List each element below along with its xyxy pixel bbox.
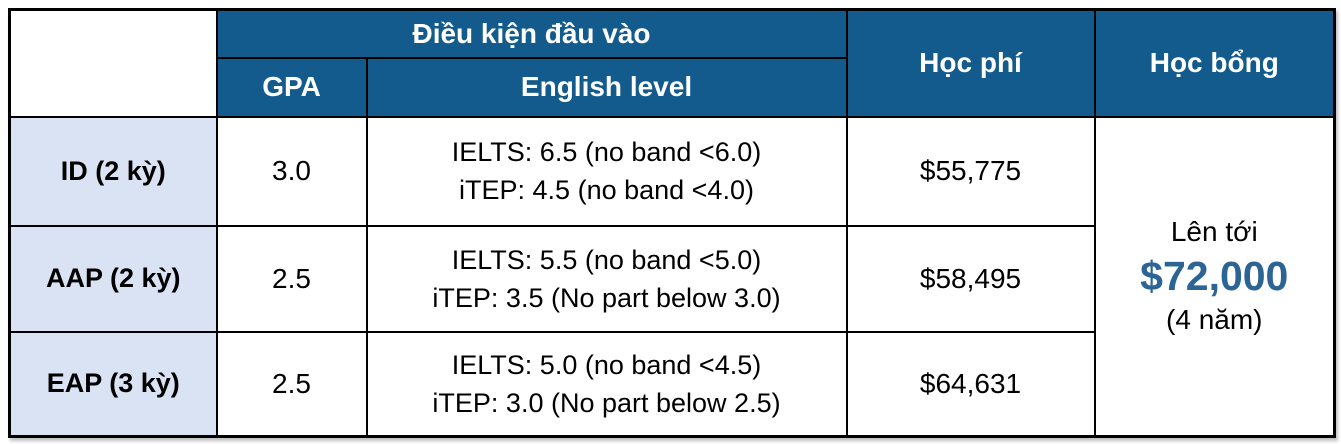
english-level-header: English level: [365, 56, 848, 118]
entry-conditions-header: Điều kiện đầu vào: [215, 8, 848, 59]
tuition-header: Học phí: [845, 8, 1096, 118]
english-level-cell: IELTS: 5.5 (no band <5.0) iTEP: 3.5 (No …: [365, 224, 848, 333]
english-level-cell: IELTS: 6.5 (no band <6.0) iTEP: 4.5 (no …: [365, 115, 848, 227]
admissions-table: Điều kiện đầu vào Học phí Học bổng GPA E…: [8, 8, 1337, 438]
gpa-header: GPA: [215, 56, 368, 118]
table-row-aap: AAP (2 kỳ) 2.5 IELTS: 5.5 (no band <5.0)…: [8, 224, 1335, 333]
program-cell: ID (2 kỳ): [8, 115, 218, 227]
gpa-cell: 2.5: [215, 224, 368, 333]
corner-empty-cell: [8, 8, 218, 118]
scholarship-header: Học bổng: [1093, 8, 1336, 118]
itep-requirement: iTEP: 3.5 (No part below 3.0): [432, 282, 781, 313]
tuition-cell: $64,631: [845, 330, 1096, 438]
header-row-1: Điều kiện đầu vào Học phí Học bổng: [8, 8, 1336, 118]
ielts-requirement: IELTS: 5.0 (no band <4.5): [451, 349, 762, 380]
gpa-cell: 2.5: [215, 330, 368, 438]
english-level-cell: IELTS: 5.0 (no band <4.5) iTEP: 3.0 (No …: [365, 330, 848, 438]
table-row-id: ID (2 kỳ) 3.0 IELTS: 6.5 (no band <6.0) …: [8, 115, 1336, 438]
scholarship-duration: (4 năm): [1166, 304, 1263, 336]
program-cell: EAP (3 kỳ): [8, 330, 218, 438]
ielts-requirement: IELTS: 6.5 (no band <6.0): [451, 137, 762, 167]
tuition-cell: $58,495: [845, 224, 1096, 333]
table-row-eap: EAP (3 kỳ) 2.5 IELTS: 5.0 (no band <4.5)…: [8, 330, 1335, 438]
scholarship-prefix: Lên tới: [1170, 216, 1258, 248]
scholarship-cell: Lên tới $72,000 (4 năm): [1093, 115, 1336, 438]
program-cell: AAP (2 kỳ): [8, 224, 218, 333]
scholarship-amount: $72,000: [1140, 253, 1289, 300]
ielts-requirement: IELTS: 5.5 (no band <5.0): [451, 244, 762, 275]
itep-requirement: iTEP: 4.5 (no band <4.0): [459, 175, 754, 205]
tuition-cell: $55,775: [845, 115, 1096, 227]
header-row-2: GPA English level: [10, 56, 1335, 118]
itep-requirement: iTEP: 3.0 (No part below 2.5): [432, 387, 781, 418]
gpa-cell: 3.0: [215, 115, 368, 227]
